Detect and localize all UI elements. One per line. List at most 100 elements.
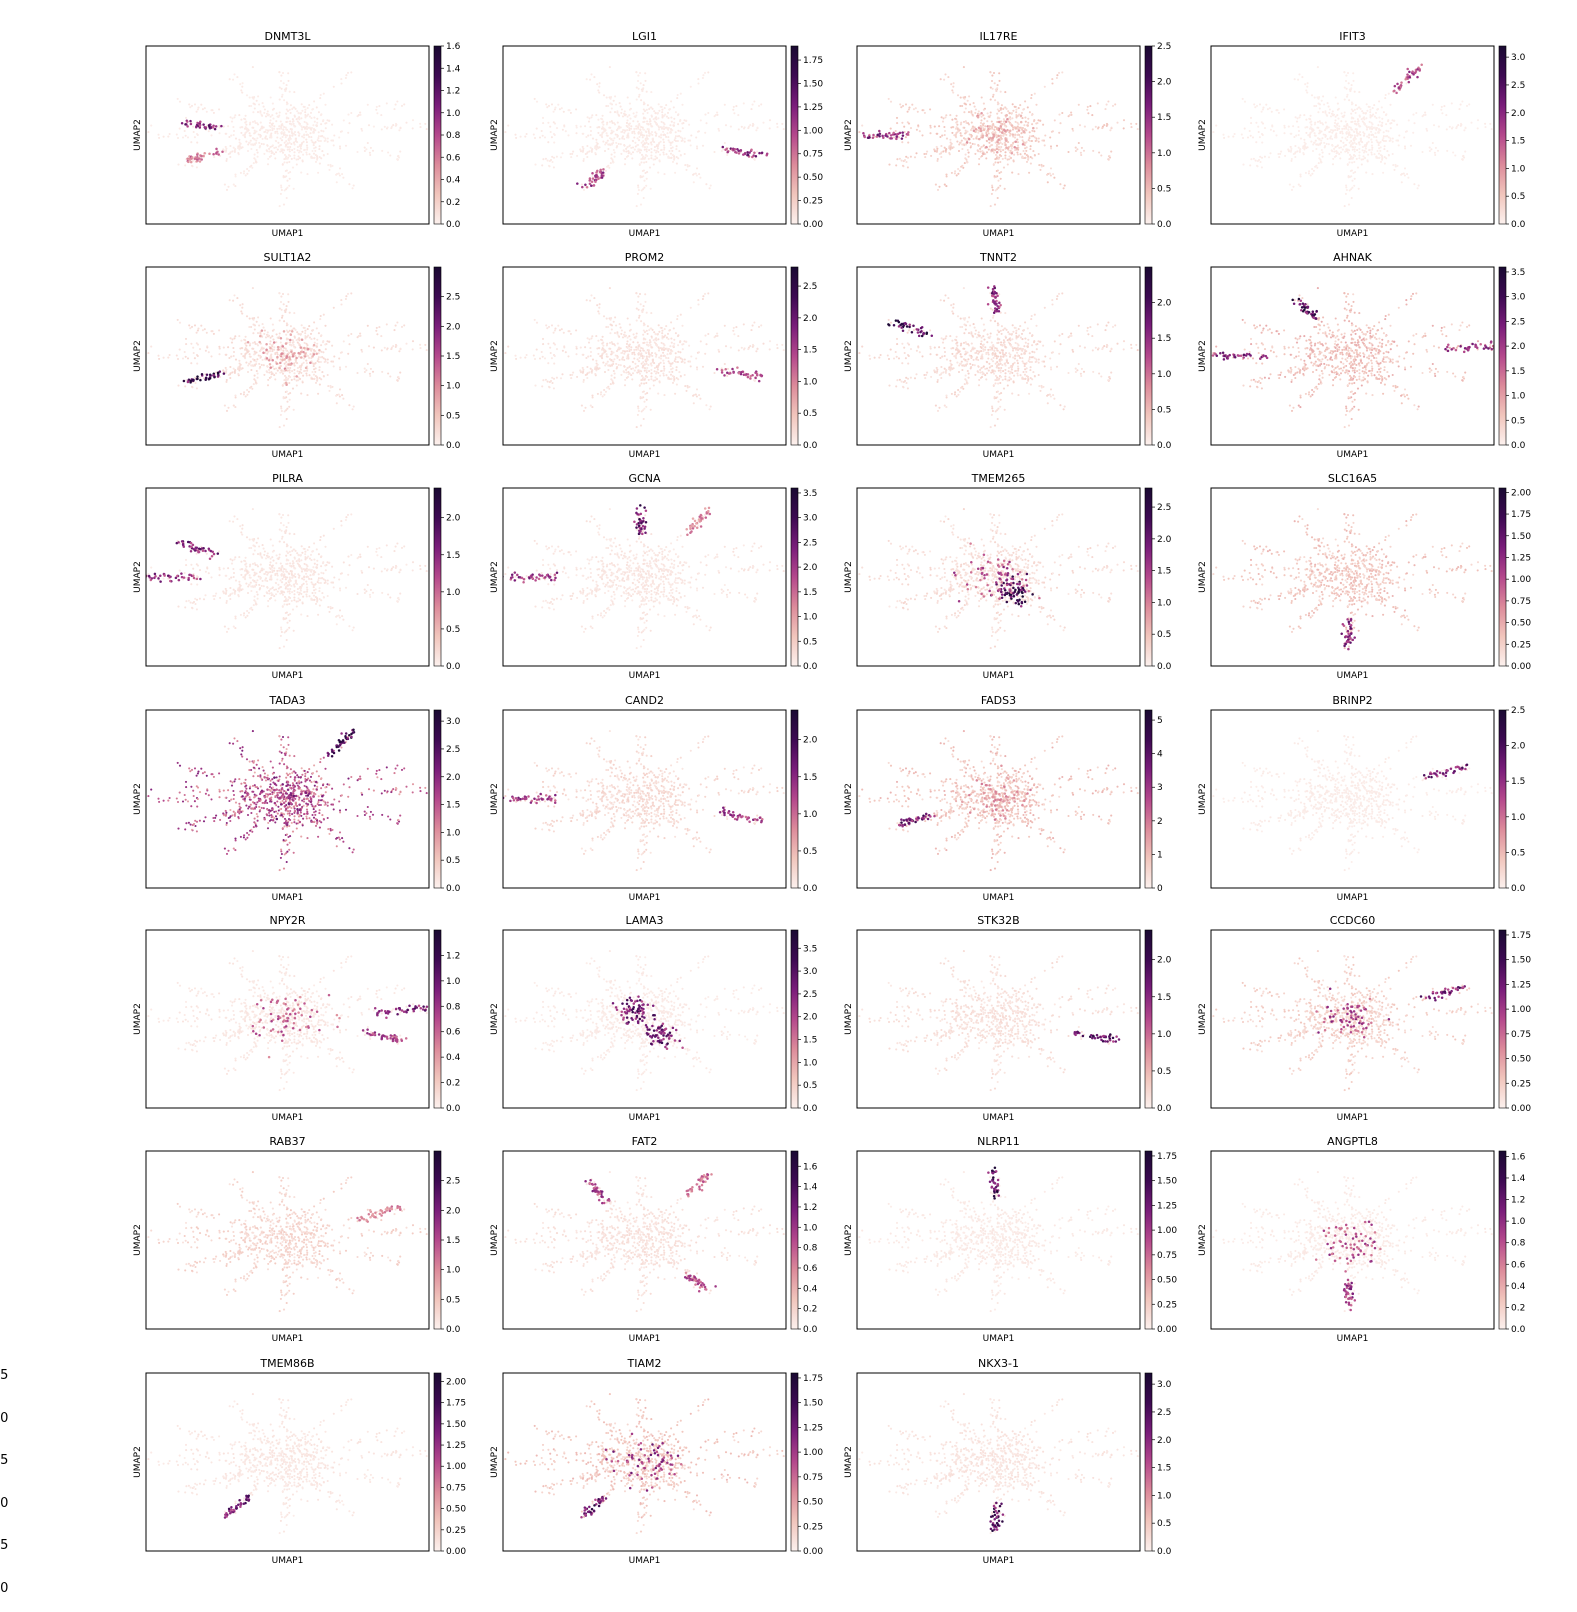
cell-point (750, 108, 753, 111)
cell-point (285, 140, 288, 143)
cell-point (271, 124, 274, 127)
cell-point (249, 139, 252, 142)
cell-point (628, 343, 631, 346)
cell-point (205, 331, 208, 334)
cell-point (293, 364, 296, 367)
cell-point (315, 327, 318, 330)
cell-point (1350, 169, 1353, 172)
cell-point (351, 408, 354, 411)
cell-point (185, 379, 188, 382)
cell-point (579, 125, 582, 128)
cell-point (168, 353, 171, 357)
cell-point (651, 359, 655, 362)
cell-point (657, 338, 660, 341)
cell-point (901, 104, 905, 107)
cell-point (945, 185, 948, 188)
cell-point (670, 368, 673, 371)
cell-point (296, 366, 299, 370)
cell-point (1122, 127, 1125, 130)
cell-point (299, 368, 302, 371)
cell-point (1365, 125, 1368, 128)
cell-point-high (182, 379, 186, 383)
cell-point (329, 165, 332, 168)
cell-point (555, 376, 558, 379)
cell-point (610, 353, 613, 356)
cell-point (917, 124, 920, 127)
cell-point (271, 144, 274, 147)
cell-point (896, 158, 899, 161)
cell-point (231, 338, 234, 341)
cell-point (1082, 149, 1086, 152)
cell-point (985, 157, 988, 160)
cell-point (579, 369, 582, 372)
cell-point (588, 371, 591, 374)
cell-point (602, 344, 605, 347)
cell-point (296, 362, 299, 365)
cell-point (1358, 130, 1362, 134)
cell-point (642, 117, 645, 120)
cell-point (949, 138, 952, 141)
cell-point (1368, 149, 1371, 152)
cell-point (673, 139, 676, 142)
cell-point (606, 134, 609, 137)
cell-point (609, 162, 612, 165)
cell-point (1346, 163, 1349, 166)
cell-point (378, 105, 381, 108)
cell-point (316, 360, 319, 363)
cell-point (609, 347, 612, 350)
cell-point (665, 153, 668, 156)
cell-point (1459, 122, 1463, 125)
cell-point (284, 136, 287, 139)
cell-point-high (189, 122, 193, 126)
cell-point (245, 341, 248, 344)
cell-point (654, 134, 658, 137)
cell-point (1368, 133, 1371, 136)
cell-point (335, 181, 338, 184)
cell-point-high (602, 168, 605, 171)
cell-point-high (184, 123, 187, 126)
cell-point (647, 130, 650, 133)
cell-point (897, 136, 901, 139)
cell-point (645, 329, 648, 332)
cell-point (1288, 183, 1291, 186)
cell-point (999, 150, 1002, 153)
cell-point (542, 343, 545, 346)
cell-point (992, 71, 996, 75)
cell-point-high (195, 125, 198, 128)
cell-point (237, 151, 240, 155)
cell-point (234, 137, 238, 140)
cell-point (396, 379, 399, 382)
cell-point (686, 386, 689, 389)
scatter-points (504, 287, 785, 429)
cell-point (269, 115, 272, 118)
cell-point (158, 136, 161, 139)
cell-point-high (1408, 70, 1411, 74)
cell-point (338, 388, 342, 391)
cell-point (718, 129, 721, 132)
cell-point (945, 137, 949, 140)
cell-point (626, 375, 630, 379)
cell-point-high (213, 375, 216, 379)
cell-point (302, 140, 305, 143)
cell-point (640, 125, 643, 129)
cell-point (507, 124, 510, 127)
cell-point (1316, 120, 1320, 123)
cell-point (597, 126, 600, 129)
cell-point (1465, 104, 1469, 107)
cell-point (1324, 121, 1327, 124)
cell-point (589, 346, 592, 350)
cell-point (1348, 99, 1351, 102)
cell-point (1338, 153, 1341, 156)
cell-point (303, 149, 306, 152)
cell-point-high (724, 148, 727, 151)
cell-point-high (1393, 84, 1397, 88)
cell-point (679, 374, 682, 378)
cell-point (376, 112, 379, 115)
cell-point (176, 318, 179, 321)
cell-point (640, 161, 643, 164)
cell-point (1325, 113, 1328, 116)
cell-point (635, 332, 638, 335)
cell-point (1348, 189, 1351, 192)
cell-point (1294, 151, 1297, 154)
